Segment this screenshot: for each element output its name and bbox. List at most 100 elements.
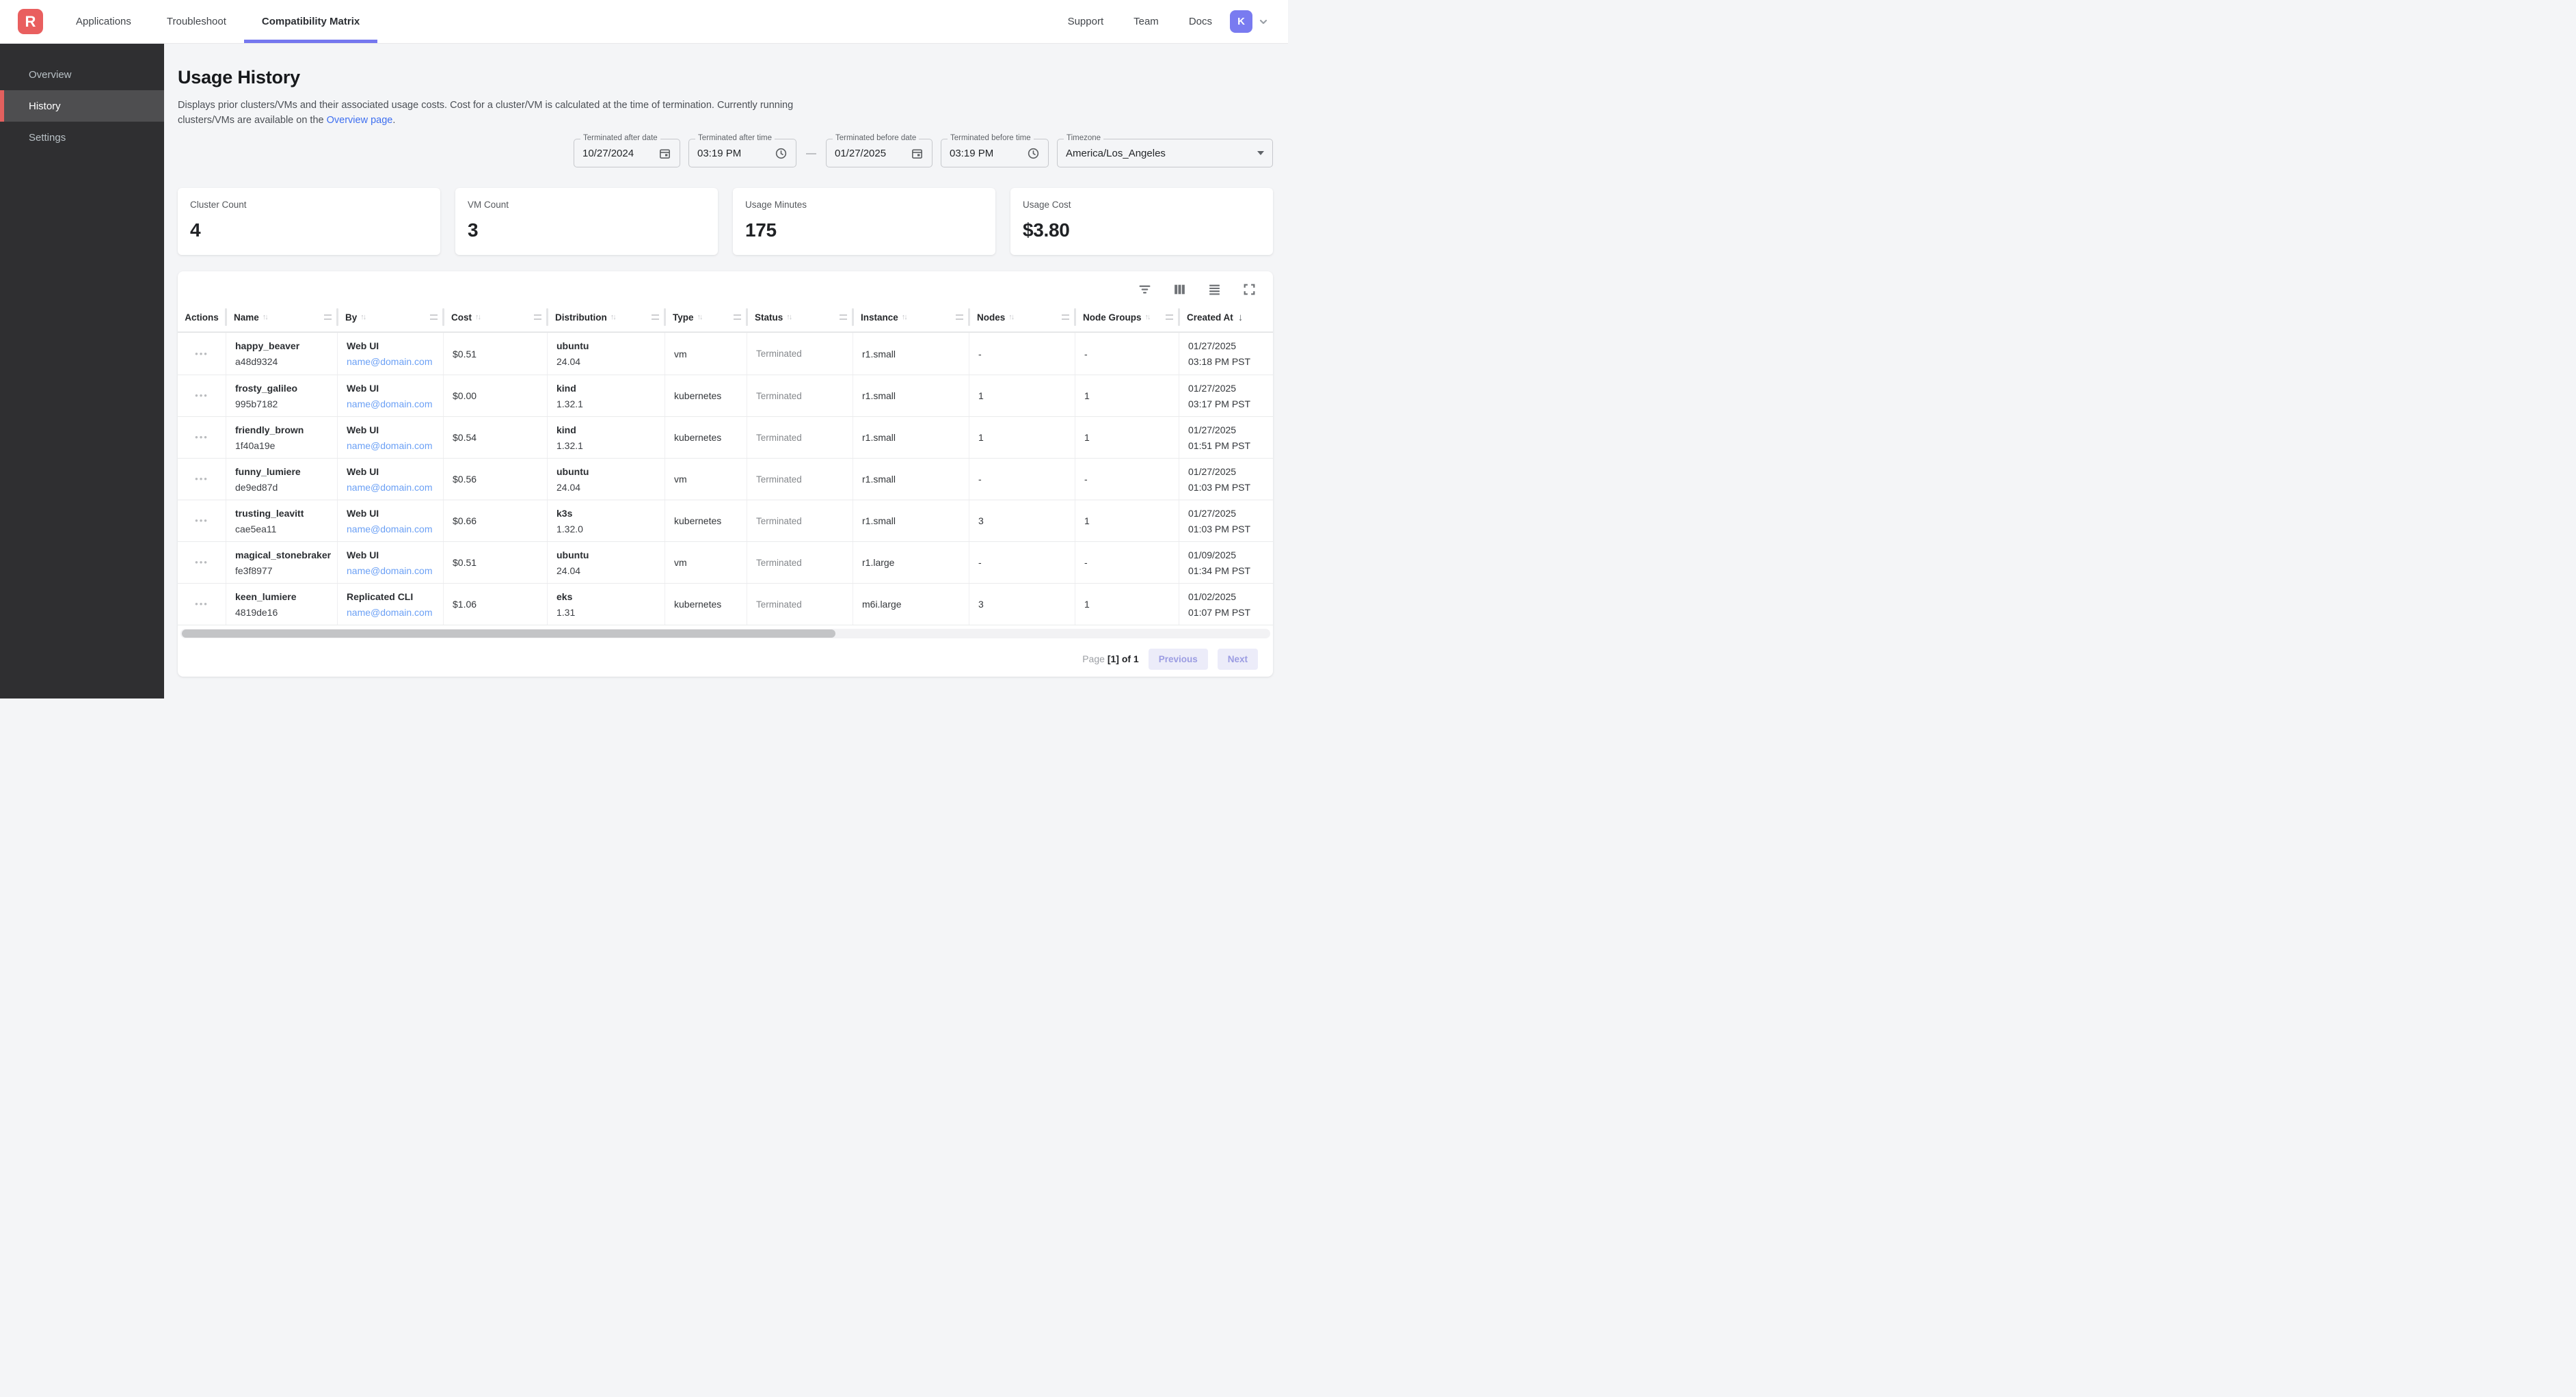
more-options-button[interactable]: ••• — [195, 559, 209, 566]
page-description: Displays prior clusters/VMs and their as… — [178, 98, 824, 128]
sort-icon[interactable]: ↑↓ — [786, 313, 791, 321]
overview-page-link[interactable]: Overview page — [327, 115, 393, 126]
columns-icon[interactable] — [1172, 282, 1187, 297]
cell-nodes: - — [969, 459, 1075, 500]
horizontal-scrollbar[interactable] — [180, 629, 1270, 638]
column-menu-icon[interactable] — [840, 314, 847, 320]
filter-icon[interactable] — [1138, 282, 1152, 297]
chevron-down-icon[interactable] — [1257, 15, 1270, 29]
clock-icon[interactable] — [775, 147, 788, 160]
timezone-select[interactable]: Timezone America/Los_Angeles — [1057, 139, 1273, 167]
column-menu-icon[interactable] — [956, 314, 963, 320]
terminated-before-time-field[interactable]: Terminated before time 03:19 PM — [941, 139, 1049, 167]
column-header-node-groups[interactable]: Node Groups↑↓ — [1075, 303, 1179, 331]
created-by-email-link[interactable]: name@domain.com — [347, 524, 438, 534]
column-menu-icon[interactable] — [430, 314, 438, 320]
nav-tab-troubleshoot[interactable]: Troubleshoot — [149, 0, 244, 43]
cell-instance: r1.large — [853, 542, 969, 583]
sort-desc-icon[interactable]: ↓ — [1238, 312, 1244, 323]
more-options-button[interactable]: ••• — [195, 392, 209, 399]
cell-created-at: 01/27/202501:51 PM PST — [1179, 417, 1273, 458]
distribution-name: k3s — [556, 508, 659, 519]
sort-icon[interactable]: ↑↓ — [1008, 313, 1013, 321]
created-by-email-link[interactable]: name@domain.com — [347, 440, 438, 451]
nav-tab-applications[interactable]: Applications — [58, 0, 149, 43]
created-by-email-link[interactable]: name@domain.com — [347, 565, 438, 576]
column-header-status[interactable]: Status↑↓ — [747, 303, 853, 331]
timezone-value[interactable]: America/Los_Angeles — [1066, 148, 1252, 159]
more-options-button[interactable]: ••• — [195, 351, 209, 357]
sidebar-item-overview[interactable]: Overview — [0, 59, 164, 90]
previous-button[interactable]: Previous — [1149, 649, 1208, 670]
created-by-email-link[interactable]: name@domain.com — [347, 398, 438, 409]
nav-tab-compatibility-matrix[interactable]: Compatibility Matrix — [244, 0, 377, 43]
sort-icon[interactable]: ↑↓ — [902, 313, 907, 321]
page-indicator: Page [1] of 1 — [1082, 653, 1138, 664]
sort-icon[interactable]: ↑↓ — [1145, 313, 1150, 321]
more-options-button[interactable]: ••• — [195, 434, 209, 441]
density-icon[interactable] — [1207, 282, 1222, 297]
column-header-distribution[interactable]: Distribution↑↓ — [547, 303, 665, 331]
column-menu-icon[interactable] — [324, 314, 332, 320]
column-header-nodes[interactable]: Nodes↑↓ — [969, 303, 1075, 331]
clock-icon[interactable] — [1027, 147, 1040, 160]
column-header-cost[interactable]: Cost↑↓ — [443, 303, 547, 331]
calendar-icon[interactable] — [658, 147, 671, 160]
user-menu[interactable]: K — [1230, 0, 1288, 43]
scrollbar-thumb[interactable] — [182, 629, 835, 638]
stat-label: VM Count — [468, 200, 706, 210]
sort-icon[interactable]: ↑↓ — [611, 313, 615, 321]
nav-link-team[interactable]: Team — [1133, 16, 1159, 27]
terminated-after-time-value[interactable]: 03:19 PM — [697, 148, 769, 159]
terminated-after-date-field[interactable]: Terminated after date 10/27/2024 — [574, 139, 680, 167]
sort-icon[interactable]: ↑↓ — [475, 313, 480, 321]
column-menu-icon[interactable] — [734, 314, 741, 320]
sort-icon[interactable]: ↑↓ — [360, 313, 365, 321]
calendar-icon[interactable] — [911, 147, 924, 160]
sidebar-item-history[interactable]: History — [0, 90, 164, 122]
stat-label: Usage Minutes — [745, 200, 983, 210]
cell-type: kubernetes — [665, 417, 747, 458]
app-window: R ApplicationsTroubleshootCompatibility … — [0, 0, 1288, 698]
more-options-button[interactable]: ••• — [195, 476, 209, 483]
created-by-source: Web UI — [347, 383, 438, 394]
cell-by: Web UIname@domain.com — [337, 459, 443, 500]
dropdown-caret-icon[interactable] — [1257, 151, 1264, 155]
type-value: kubernetes — [674, 515, 741, 526]
sort-icon[interactable]: ↑↓ — [263, 313, 267, 321]
column-menu-icon[interactable] — [1166, 314, 1173, 320]
sort-icon[interactable]: ↑↓ — [697, 313, 702, 321]
column-header-instance[interactable]: Instance↑↓ — [853, 303, 969, 331]
terminated-before-date-field[interactable]: Terminated before date 01/27/2025 — [826, 139, 933, 167]
created-by-email-link[interactable]: name@domain.com — [347, 356, 438, 367]
column-menu-icon[interactable] — [534, 314, 541, 320]
more-options-button[interactable]: ••• — [195, 517, 209, 524]
nav-link-support[interactable]: Support — [1068, 16, 1104, 27]
fullscreen-icon[interactable] — [1242, 282, 1257, 297]
column-menu-icon[interactable] — [652, 314, 659, 320]
column-header-created-at[interactable]: Created At↓ — [1179, 303, 1273, 331]
replicated-logo[interactable]: R — [18, 9, 43, 34]
column-header-name[interactable]: Name↑↓ — [226, 303, 337, 331]
terminated-after-date-value[interactable]: 10/27/2024 — [582, 148, 653, 159]
column-header-by[interactable]: By↑↓ — [337, 303, 443, 331]
column-menu-icon[interactable] — [1062, 314, 1069, 320]
cost-value: $0.66 — [453, 515, 541, 526]
cluster-id: 4819de16 — [235, 607, 332, 618]
terminated-before-date-label: Terminated before date — [833, 134, 919, 142]
created-by-email-link[interactable]: name@domain.com — [347, 482, 438, 493]
more-options-button[interactable]: ••• — [195, 601, 209, 608]
terminated-before-date-value[interactable]: 01/27/2025 — [835, 148, 905, 159]
column-header-type[interactable]: Type↑↓ — [665, 303, 747, 331]
nav-tabs: ApplicationsTroubleshootCompatibility Ma… — [58, 0, 377, 43]
terminated-after-time-field[interactable]: Terminated after time 03:19 PM — [688, 139, 796, 167]
nav-link-docs[interactable]: Docs — [1189, 16, 1212, 27]
next-button[interactable]: Next — [1218, 649, 1258, 670]
avatar[interactable]: K — [1230, 10, 1252, 33]
cell-distribution: eks1.31 — [547, 584, 665, 625]
column-label: By — [345, 312, 357, 323]
created-by-email-link[interactable]: name@domain.com — [347, 607, 438, 618]
terminated-before-time-value[interactable]: 03:19 PM — [950, 148, 1021, 159]
created-date: 01/27/2025 — [1188, 340, 1267, 351]
sidebar-item-settings[interactable]: Settings — [0, 122, 164, 153]
